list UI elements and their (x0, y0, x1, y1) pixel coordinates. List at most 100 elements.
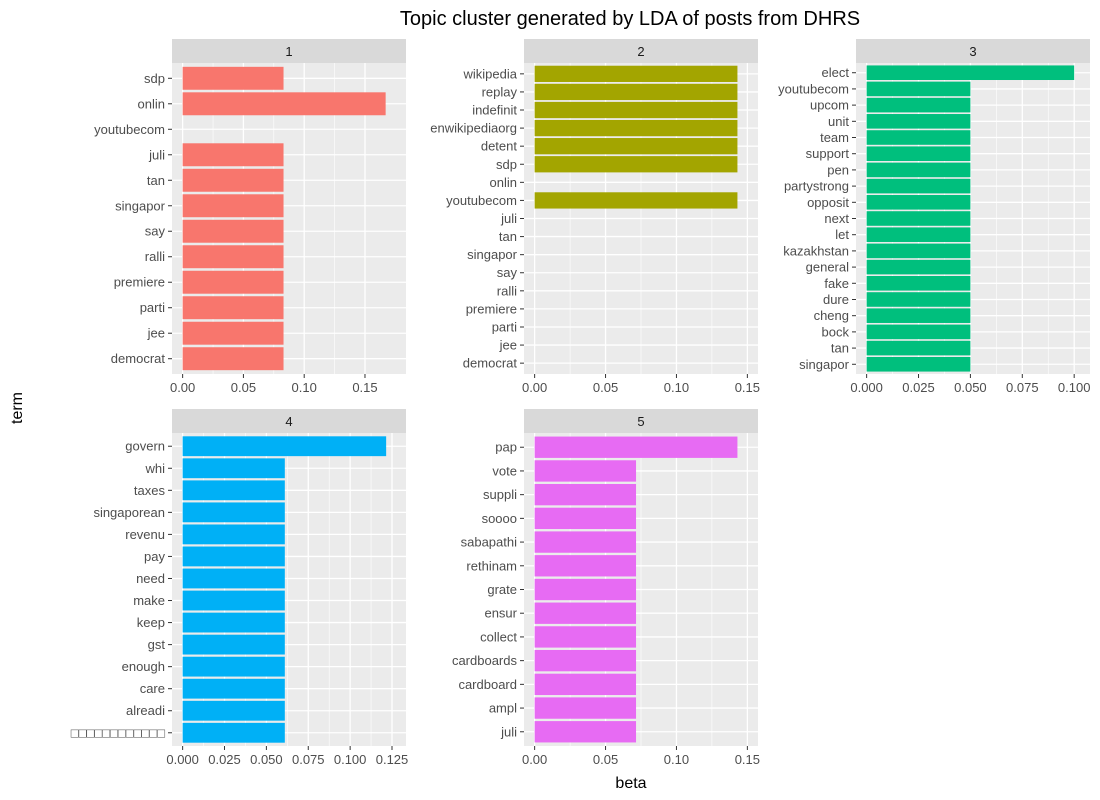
bar-govern (182, 436, 387, 457)
x-tick-label: 0.000 (850, 380, 883, 395)
bar-dure (866, 292, 971, 307)
bar-suppli (534, 483, 637, 506)
y-tick-label: general (806, 260, 849, 275)
y-tick-label: say (497, 265, 518, 280)
y-tick-label: upcom (810, 98, 849, 113)
bar-partystrong (866, 178, 971, 194)
y-tick-label: vote (492, 463, 517, 478)
y-tick-label: elect (822, 65, 850, 80)
y-tick-label: jee (499, 338, 517, 353)
y-tick-label: democrat (111, 351, 166, 366)
y-tick-label: enough (122, 659, 165, 674)
bar-alreadi (182, 700, 285, 721)
y-tick-label: keep (137, 615, 165, 630)
facet-strip-label: 5 (637, 414, 644, 429)
y-tick-label: taxes (134, 483, 166, 498)
y-tick-label: need (136, 571, 165, 586)
x-tick-label: 0.05 (231, 380, 256, 395)
y-tick-label: juli (500, 211, 517, 226)
y-tick-label: ensur (484, 606, 517, 621)
bar-tan (866, 340, 971, 356)
x-tick-label: 0.10 (664, 380, 689, 395)
bar-singaporean (182, 502, 285, 523)
y-tick-label: sdp (496, 157, 517, 172)
y-tick-label: parti (140, 300, 165, 315)
x-tick-label: 0.025 (902, 380, 935, 395)
x-axis-title: beta (615, 775, 646, 792)
y-tick-label: revenu (125, 527, 165, 542)
y-tick-label: singaporean (93, 505, 165, 520)
x-tick-label: 0.05 (593, 380, 618, 395)
x-tick-label: 0.050 (954, 380, 987, 395)
y-tick-label: cardboards (452, 653, 518, 668)
bar-sdp (534, 156, 738, 173)
y-tick-label: cardboard (458, 677, 517, 692)
facet-panel-5: 5 0.00 0.05 0.10 0.15 pap vote suppli soooo sabap… (452, 409, 760, 767)
bar-singapor (182, 194, 284, 218)
x-tick-label: 0.000 (166, 752, 199, 767)
bar-□□□□□□□□□□□□ (182, 722, 285, 743)
y-tick-label: collect (480, 629, 517, 644)
bar-make (182, 590, 285, 611)
facet-strip (524, 39, 758, 63)
y-tick-label: fake (824, 276, 849, 291)
x-tick-label: 0.00 (170, 380, 195, 395)
y-tick-label: tan (831, 341, 849, 356)
y-tick-label: singapor (467, 247, 518, 262)
y-tick-label: care (140, 681, 165, 696)
bar-jee (182, 321, 284, 345)
bar-say (182, 219, 284, 243)
y-tick-label: youtubecom (446, 193, 517, 208)
y-tick-label: grate (487, 582, 517, 597)
y-tick-label: suppli (483, 487, 517, 502)
facet-strip (172, 409, 406, 433)
facet-strip-label: 1 (285, 44, 292, 59)
y-tick-label: cheng (814, 308, 849, 323)
bar-ralli (182, 245, 284, 269)
x-tick-label: 0.00 (522, 752, 547, 767)
y-tick-label: □□□□□□□□□□□□ (71, 725, 165, 740)
bar-support (866, 146, 971, 161)
bar-enwikipediaorg (534, 119, 738, 137)
y-tick-label: say (145, 224, 166, 239)
y-tick-label: wikipedia (463, 66, 518, 81)
y-tick-label: soooo (482, 511, 517, 526)
bar-opposit (866, 195, 971, 210)
bar-upcom (866, 97, 971, 113)
bar-keep (182, 612, 285, 633)
y-tick-label: premiere (466, 301, 517, 316)
y-tick-label: replay (482, 84, 518, 99)
bar-let (866, 227, 971, 242)
y-tick-label: sdp (144, 71, 165, 86)
y-axis-title: term (9, 392, 26, 424)
bar-cardboards (534, 649, 637, 672)
bar-enough (182, 656, 285, 677)
y-tick-label: youtubecom (94, 122, 165, 137)
bar-need (182, 568, 285, 589)
y-tick-label: pay (144, 549, 165, 564)
bar-fake (866, 276, 971, 291)
y-tick-label: singapor (799, 357, 850, 372)
bar-cardboard (534, 673, 637, 696)
facet-strip-label: 2 (637, 44, 644, 59)
y-tick-label: enwikipediaorg (430, 121, 517, 136)
y-tick-label: partystrong (784, 179, 849, 194)
y-tick-label: team (820, 130, 849, 145)
y-tick-label: singapor (115, 198, 166, 213)
x-tick-label: 0.10 (292, 380, 317, 395)
y-tick-label: premiere (114, 275, 165, 290)
y-tick-label: juli (500, 724, 517, 739)
bar-pen (866, 162, 971, 178)
y-tick-label: unit (828, 114, 849, 129)
y-tick-label: tan (147, 173, 165, 188)
y-tick-label: make (133, 593, 165, 608)
bar-parti (182, 296, 284, 320)
bar-whi (182, 458, 285, 479)
chart-title: Topic cluster generated by LDA of posts … (400, 8, 860, 30)
bar-wikipedia (534, 65, 738, 82)
y-tick-label: indefinit (472, 103, 517, 118)
bar-juli (182, 143, 284, 167)
bar-revenu (182, 524, 285, 545)
facet-panels: 1 0.00 0.05 0.10 0.15 sdp onlin youtubecom juli t… (71, 39, 1090, 767)
